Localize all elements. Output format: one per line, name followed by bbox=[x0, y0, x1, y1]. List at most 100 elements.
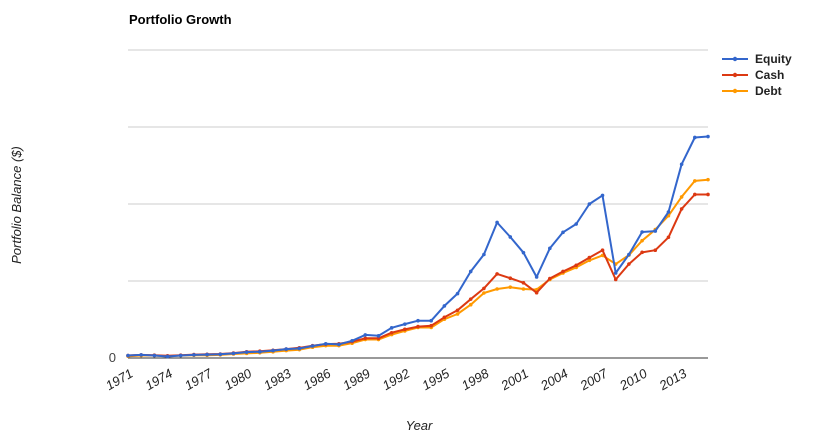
data-point bbox=[693, 192, 697, 197]
data-point bbox=[139, 353, 143, 357]
data-point bbox=[508, 235, 513, 239]
x-tick-label: 1974 bbox=[142, 366, 175, 393]
data-point bbox=[666, 210, 671, 214]
data-point bbox=[482, 291, 486, 295]
data-point bbox=[600, 193, 605, 198]
series-line-debt bbox=[127, 178, 709, 358]
data-point bbox=[403, 327, 407, 332]
data-point bbox=[126, 353, 130, 358]
data-point bbox=[455, 308, 460, 313]
legend-swatch-point bbox=[732, 56, 738, 62]
data-point bbox=[350, 338, 354, 343]
data-point bbox=[574, 263, 578, 268]
data-point bbox=[587, 255, 592, 260]
data-point bbox=[271, 348, 275, 353]
data-point bbox=[587, 258, 592, 263]
data-point bbox=[534, 275, 539, 279]
data-point bbox=[152, 353, 157, 358]
x-tick-label: 2001 bbox=[498, 366, 531, 394]
data-point bbox=[468, 302, 473, 307]
series-debt bbox=[126, 177, 710, 358]
legend-label: Debt bbox=[755, 84, 782, 98]
y-axis-title: Portfolio Balance ($) bbox=[9, 146, 24, 264]
data-point bbox=[429, 318, 433, 323]
data-point bbox=[389, 330, 394, 335]
x-tick-label: 1992 bbox=[380, 365, 413, 393]
data-point bbox=[693, 135, 697, 140]
data-point bbox=[442, 315, 447, 320]
data-point bbox=[600, 248, 605, 252]
data-point bbox=[706, 177, 710, 182]
x-tick-label: 2004 bbox=[537, 366, 570, 394]
data-point bbox=[627, 252, 631, 257]
data-point bbox=[284, 347, 288, 351]
data-point bbox=[613, 271, 618, 275]
data-point bbox=[574, 222, 578, 226]
data-point bbox=[389, 326, 394, 330]
data-point bbox=[258, 350, 262, 354]
gridlines bbox=[128, 49, 708, 282]
data-point bbox=[337, 342, 341, 347]
x-tick-label: 1980 bbox=[222, 365, 255, 393]
y-tick-label: 0 bbox=[109, 350, 116, 365]
data-point bbox=[297, 346, 302, 351]
y-axis-ticks: 0 bbox=[109, 350, 116, 365]
data-point bbox=[679, 207, 684, 211]
data-point bbox=[495, 287, 499, 291]
data-point bbox=[165, 354, 170, 359]
x-tick-label: 1977 bbox=[182, 365, 215, 393]
data-point bbox=[640, 238, 644, 243]
data-point bbox=[627, 262, 631, 266]
legend-swatch-point bbox=[732, 88, 738, 94]
data-point bbox=[468, 297, 473, 301]
chart-title: Portfolio Growth bbox=[129, 12, 232, 27]
data-point bbox=[416, 318, 420, 323]
series-line-equity bbox=[127, 135, 709, 358]
data-point bbox=[218, 352, 223, 357]
data-point bbox=[548, 276, 552, 281]
data-point bbox=[376, 334, 381, 338]
data-point bbox=[403, 322, 407, 326]
legend-label: Equity bbox=[755, 52, 792, 66]
data-point bbox=[640, 250, 644, 255]
data-point bbox=[363, 336, 368, 341]
data-point bbox=[244, 350, 249, 354]
data-point bbox=[192, 353, 196, 357]
data-point bbox=[706, 134, 710, 139]
data-point bbox=[508, 285, 513, 289]
data-point bbox=[521, 250, 526, 255]
x-tick-label: 1971 bbox=[103, 366, 136, 393]
data-point bbox=[666, 235, 671, 240]
data-point bbox=[679, 162, 684, 167]
series-line-cash bbox=[127, 193, 708, 357]
data-point bbox=[495, 220, 499, 225]
x-tick-label: 2007 bbox=[577, 365, 611, 393]
data-point bbox=[455, 312, 460, 316]
data-point bbox=[495, 272, 499, 276]
data-point bbox=[534, 290, 539, 295]
x-tick-label: 2010 bbox=[616, 365, 650, 393]
data-point bbox=[521, 287, 526, 291]
data-point bbox=[363, 333, 368, 337]
legend-swatch-point bbox=[732, 72, 738, 78]
legend-label: Cash bbox=[755, 68, 784, 82]
data-point bbox=[205, 352, 209, 357]
data-point bbox=[679, 195, 684, 199]
data-point bbox=[653, 248, 658, 252]
data-point bbox=[468, 269, 473, 274]
x-tick-label: 2013 bbox=[656, 365, 690, 393]
x-axis-title: Year bbox=[406, 418, 433, 433]
data-point bbox=[455, 291, 460, 296]
data-point bbox=[482, 252, 486, 257]
data-point bbox=[521, 281, 526, 285]
data-point bbox=[178, 353, 183, 358]
series-cash bbox=[126, 192, 710, 358]
data-point bbox=[416, 324, 420, 329]
chart-series bbox=[126, 134, 710, 359]
x-tick-label: 1998 bbox=[459, 365, 492, 393]
data-point bbox=[653, 229, 658, 233]
data-point bbox=[587, 202, 592, 206]
data-point bbox=[310, 344, 315, 348]
data-point bbox=[613, 277, 618, 282]
